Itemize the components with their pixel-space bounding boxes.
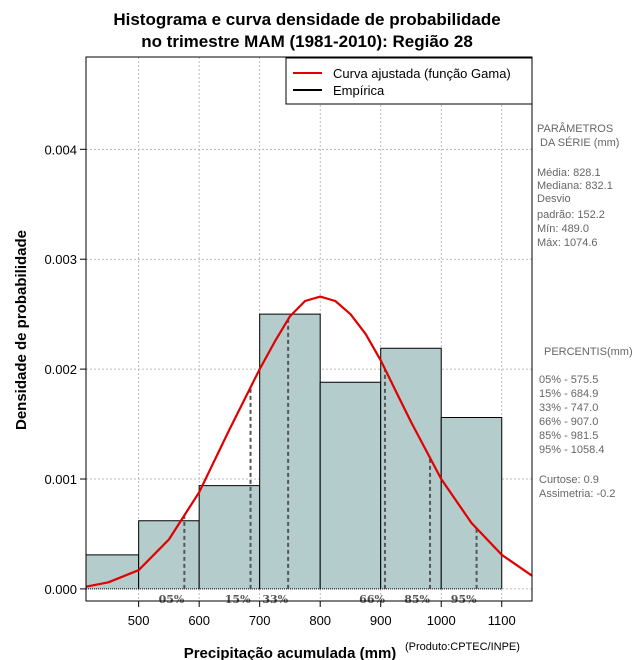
x-tick-label-4: 900 — [370, 613, 392, 628]
percentile-label-0: 05% — [159, 593, 185, 606]
y-tick-label-4: 0.004 — [44, 142, 77, 157]
percentis-title: PERCENTIS(mm) — [544, 346, 633, 358]
percentil-05: 05% - 575.5 — [539, 374, 598, 386]
product-credit: (Produto:CPTEC/INPE) — [405, 641, 520, 653]
percentile-lines: 05% 15% 33% 66% 85% 95% — [159, 319, 478, 606]
param-desvio: Desvio — [537, 193, 571, 205]
legend-box — [285, 57, 533, 105]
percentile-label-3: 66% — [359, 593, 385, 606]
histogram-bar-3 — [259, 314, 321, 589]
fitted-curve-line — [85, 295, 533, 588]
x-tick-label-5: 1000 — [427, 613, 456, 628]
histogram-bar-5 — [380, 348, 442, 589]
fitted-curve — [85, 295, 533, 588]
histogram-bar-4 — [320, 382, 381, 589]
percentil-15: 15% - 684.9 — [539, 388, 598, 400]
y-tick-label-2: 0.002 — [44, 362, 77, 377]
param-max: Máx: 1074.6 — [537, 237, 598, 249]
legend-label-empirical: Empírica — [333, 83, 385, 98]
percentil-33: 33% - 747.0 — [539, 402, 598, 414]
param-mediana: Mediana: 832.1 — [537, 180, 613, 192]
x-tick-label-2: 700 — [249, 613, 271, 628]
plot-frame — [85, 56, 533, 602]
params-title-line-1: PARÂMETROS — [537, 122, 613, 135]
param-min: Mín: 489.0 — [537, 223, 589, 235]
x-tick-label-1: 600 — [188, 613, 210, 628]
histogram-bar-outline-6 — [440, 416, 503, 589]
param-padrao: padrão: 152.2 — [537, 209, 605, 221]
x-tick-label-0: 500 — [128, 613, 150, 628]
chart-title-line-1: Histograma e curva densidade de probabil… — [113, 10, 500, 29]
chart-title-line-2: no trimestre MAM (1981-2010): Região 28 — [141, 32, 473, 51]
percentil-85: 85% - 981.5 — [539, 430, 598, 442]
params-title-line-2: DA SÉRIE (mm) — [540, 136, 619, 149]
y-axis-title: Densidade de probabilidade — [13, 230, 30, 430]
percentile-label-4: 85% — [404, 593, 430, 606]
legend: Curva ajustada (função Gama) Empírica — [285, 57, 533, 105]
assimetria: Assimetria: -0.2 — [539, 488, 615, 500]
x-axis: 500 600 700 800 900 1000 1100 — [128, 601, 516, 628]
histogram-bar-0 — [86, 554, 139, 589]
x-tick-label-6: 1100 — [488, 613, 516, 628]
y-tick-label-3: 0.003 — [44, 252, 77, 267]
y-tick-label-0: 0.000 — [44, 582, 77, 597]
percentil-95: 95% - 1058.4 — [539, 444, 604, 456]
x-axis-title: Precipitação acumulada (mm) — [184, 645, 397, 660]
y-axis: 0.000 0.001 0.002 0.003 0.004 — [44, 142, 86, 597]
side-panel: PARÂMETROS DA SÉRIE (mm) Média: 828.1 Me… — [537, 122, 633, 500]
percentile-label-2: 33% — [262, 593, 288, 606]
percentile-label-1: 15% — [225, 593, 251, 606]
percentile-label-5: 95% — [451, 593, 477, 606]
histogram-bar-6 — [441, 417, 502, 589]
histogram-bar-1 — [138, 520, 200, 589]
histogram-bars — [85, 313, 503, 590]
curtose: Curtose: 0.9 — [539, 474, 599, 486]
percentil-66: 66% - 907.0 — [539, 416, 598, 428]
param-media: Média: 828.1 — [537, 167, 601, 179]
y-tick-label-1: 0.001 — [44, 472, 77, 487]
legend-label-fitted: Curva ajustada (função Gama) — [333, 66, 511, 81]
x-tick-label-3: 800 — [309, 613, 331, 628]
